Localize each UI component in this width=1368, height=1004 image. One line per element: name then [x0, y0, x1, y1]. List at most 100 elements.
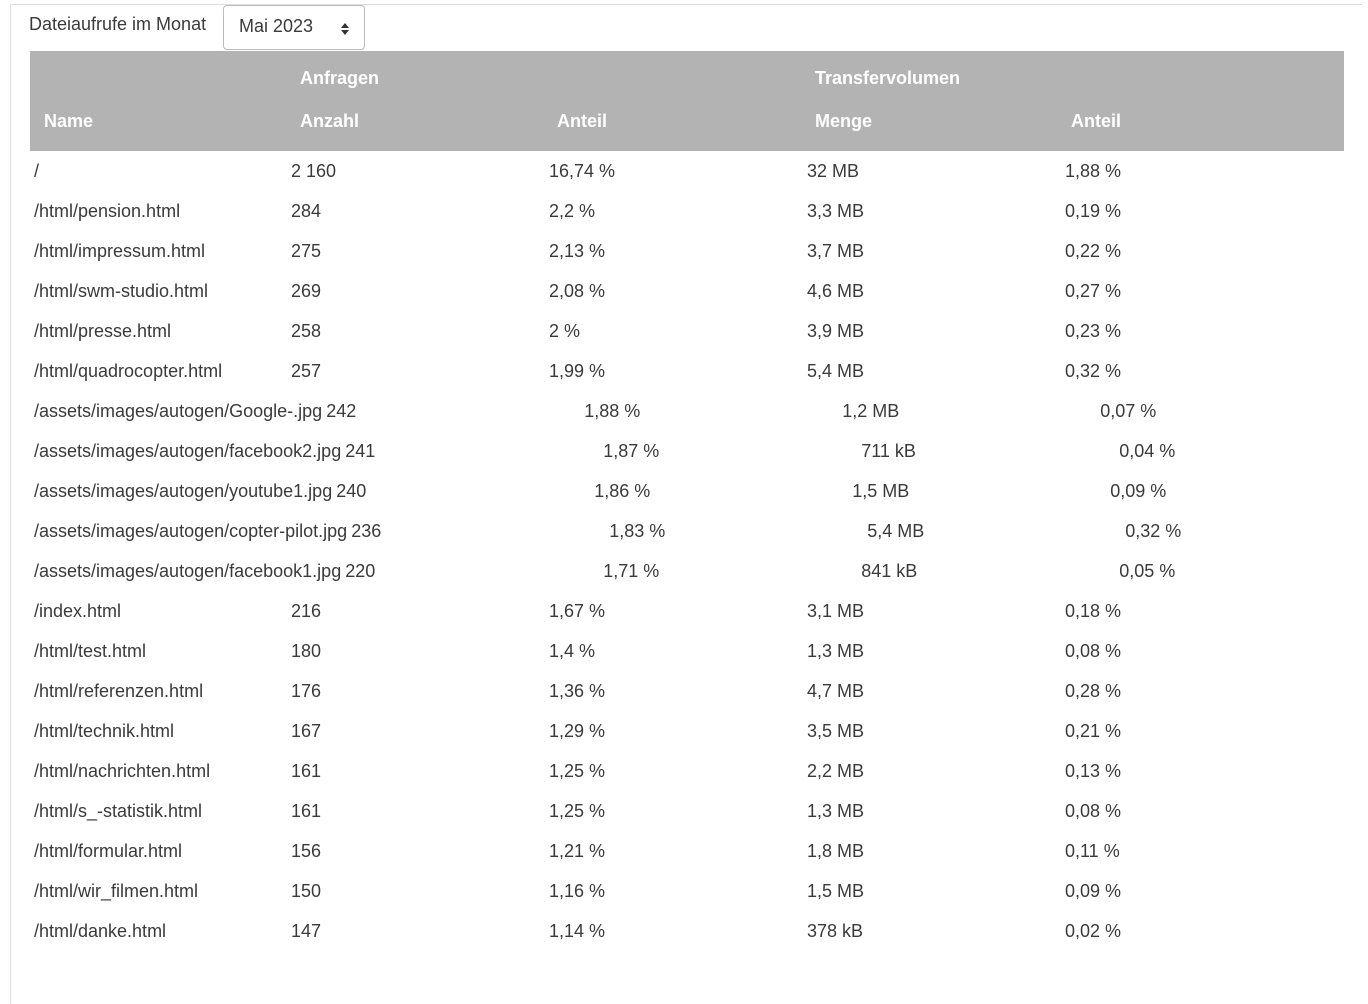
select-value: Mai 2023 [239, 16, 314, 36]
cell: 147 [291, 921, 322, 941]
cell: 0,32 % [1125, 521, 1182, 541]
cell: 0,27 % [1065, 281, 1122, 301]
cell: 1,2 MB [842, 401, 900, 421]
cell: 1,88 % [584, 401, 641, 421]
cell: 1,29 % [549, 721, 606, 741]
cell: 216 [291, 601, 322, 621]
table-row: /html/formular.html 156 1,21 % 1,8 MB 0,11 % [30, 831, 1344, 871]
file-name: /assets/images/autogen/facebook1.jpg [34, 561, 342, 581]
file-name: /html/referenzen.html [34, 681, 204, 701]
filter-label: Dateiaufrufe im Monat [29, 14, 207, 34]
cell: 2,08 % [549, 281, 606, 301]
cell: 1,86 % [594, 481, 651, 501]
table-row: / 2 160 16,74 % 32 MB 1,88 % [30, 151, 1344, 191]
cell: 0,32 % [1065, 361, 1122, 381]
table-row: /html/quadrocopter.html 257 1,99 % 5,4 MB 0,… [30, 351, 1344, 391]
cell: 284 [291, 201, 322, 221]
cell: 0,04 % [1119, 441, 1176, 461]
file-name: /assets/images/autogen/facebook2.jpg [34, 441, 342, 461]
cell: 3,9 MB [807, 321, 865, 341]
cell: 275 [291, 241, 322, 261]
cell: 3,5 MB [807, 721, 865, 741]
table-row: /html/nachrichten.html 161 1,25 % 2,2 MB 0,1… [30, 751, 1344, 791]
column-header: Anteil [557, 111, 608, 131]
table-row: /html/pension.html 284 2,2 % 3,3 MB 0,19 % [30, 191, 1344, 231]
table-row: /html/wir_filmen.html 150 1,16 % 1,5 MB 0,09… [30, 871, 1344, 911]
cell: 156 [291, 841, 322, 861]
table-row: /assets/images/autogen/facebook2.jpg 241 1… [30, 431, 1344, 471]
cell: 32 MB [807, 161, 860, 181]
file-name: /assets/images/autogen/copter-pilot.jpg [34, 521, 348, 541]
cell: 2,2 MB [807, 761, 865, 781]
cell: 0,02 % [1065, 921, 1122, 941]
table-row: /index.html 216 1,67 % 3,1 MB 0,18 % [30, 591, 1344, 631]
column-header: Anteil [1071, 111, 1122, 131]
month-select[interactable]: Mai 2023 [223, 5, 365, 50]
group-header: Anfragen [300, 68, 380, 88]
file-name: /html/pension.html [34, 201, 181, 221]
column-header: Anzahl [300, 111, 360, 131]
cell: 4,7 MB [807, 681, 865, 701]
cell: 0,09 % [1065, 881, 1122, 901]
table-row: /html/s_-statistik.html 161 1,25 % 1,3 MB 0,… [30, 791, 1344, 831]
cell: 0,23 % [1065, 321, 1122, 341]
cell: 0,21 % [1065, 721, 1122, 741]
cell: 0,28 % [1065, 681, 1122, 701]
panel [10, 4, 1362, 1004]
cell: 841 kB [861, 561, 918, 581]
cell: 5,4 MB [867, 521, 925, 541]
cell: 240 [336, 481, 367, 501]
file-name: /html/danke.html [34, 921, 167, 941]
cell: 176 [291, 681, 322, 701]
cell: 1,21 % [549, 841, 606, 861]
cell: 242 [326, 401, 357, 421]
table-body: / 2 160 16,74 % 32 MB 1,88 % /html/pension.ht… [30, 151, 1344, 951]
file-name: /html/technik.html [34, 721, 175, 741]
file-name: /html/quadrocopter.html [34, 361, 223, 381]
column-header: Name [44, 111, 94, 131]
select-arrow [341, 23, 349, 35]
cell: 378 kB [807, 921, 864, 941]
cell: 0,08 % [1065, 641, 1122, 661]
table-row: /html/swm-studio.html 269 2,08 % 4,6 MB 0,27… [30, 271, 1344, 311]
cell: 1,5 MB [852, 481, 910, 501]
file-name: /assets/images/autogen/youtube1.jpg [34, 481, 333, 501]
file-name: / [34, 161, 40, 181]
group-header: Transfervolumen [815, 68, 961, 88]
cell: 0,19 % [1065, 201, 1122, 221]
cell: 180 [291, 641, 322, 661]
file-name: /assets/images/autogen/Google-.jpg [34, 401, 323, 421]
column-header: Menge [815, 111, 873, 131]
cell: 1,3 MB [807, 641, 865, 661]
table-header: Anfragen Transfervolumen Name Anzahl Ant… [30, 51, 1344, 151]
table-row: /html/technik.html 167 1,29 % 3,5 MB 0,21 % [30, 711, 1344, 751]
cell: 3,3 MB [807, 201, 865, 221]
cell: 2,2 % [549, 201, 596, 221]
cell: 236 [351, 521, 382, 541]
cell: 241 [345, 441, 376, 461]
cell: 258 [291, 321, 322, 341]
cell: 2,13 % [549, 241, 606, 261]
cell: 1,14 % [549, 921, 606, 941]
table-row: /assets/images/autogen/youtube1.jpg 240 1,… [30, 471, 1344, 511]
cell: 1,8 MB [807, 841, 865, 861]
table-row: /html/impressum.html 275 2,13 % 3,7 MB 0,22 … [30, 231, 1344, 271]
cell: 269 [291, 281, 322, 301]
cell: 1,16 % [549, 881, 606, 901]
cell: 1,99 % [549, 361, 606, 381]
cell: 257 [291, 361, 322, 381]
cell: 161 [291, 761, 322, 781]
file-name: /html/swm-studio.html [34, 281, 209, 301]
file-name: /html/s_-statistik.html [34, 801, 203, 821]
file-name: /html/test.html [34, 641, 147, 661]
cell: 0,11 % [1065, 841, 1120, 861]
cell: 1,25 % [549, 801, 606, 821]
table-row: /html/presse.html 258 2 % 3,9 MB 0,23 % [30, 311, 1344, 351]
file-name: /html/formular.html [34, 841, 183, 861]
cell: 167 [291, 721, 322, 741]
cell: 2 160 [291, 161, 337, 181]
cell: 0,09 % [1110, 481, 1167, 501]
file-name: /html/wir_filmen.html [34, 881, 199, 901]
cell: 1,3 MB [807, 801, 865, 821]
